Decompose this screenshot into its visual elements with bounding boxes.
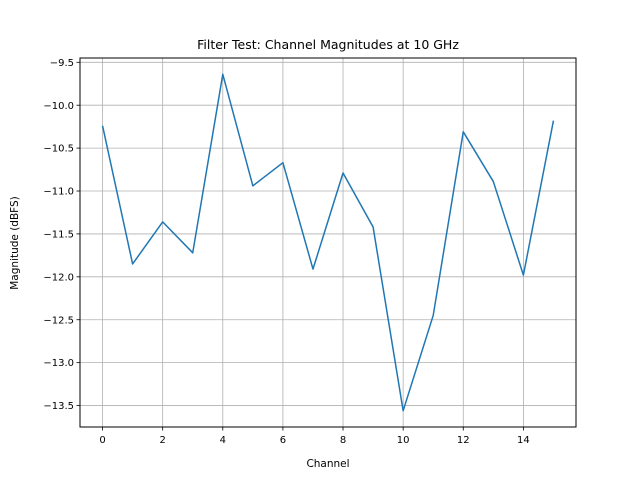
y-tick-label: −10.5 bbox=[43, 144, 74, 155]
x-tick-label: 14 bbox=[517, 435, 530, 446]
y-tick-label: −10.0 bbox=[43, 101, 74, 112]
y-tick-label: −12.5 bbox=[43, 315, 74, 326]
y-tick-label: −13.0 bbox=[43, 358, 74, 369]
y-tick-label: −11.0 bbox=[43, 187, 74, 198]
series-layer bbox=[101, 73, 555, 412]
x-tick-label: 8 bbox=[340, 435, 346, 446]
y-tick-label: −13.5 bbox=[43, 401, 74, 412]
x-tick-label: 4 bbox=[220, 435, 226, 446]
y-axis-label: Magnitude (dBFS) bbox=[9, 196, 21, 290]
x-tick-label: 6 bbox=[280, 435, 286, 446]
y-tick-label: −11.5 bbox=[43, 230, 74, 241]
grid bbox=[80, 58, 576, 427]
x-tick-label: 12 bbox=[457, 435, 470, 446]
x-tick-label: 10 bbox=[397, 435, 410, 446]
x-tick-label: 0 bbox=[99, 435, 105, 446]
x-tick-label: 2 bbox=[159, 435, 165, 446]
series-line-0 bbox=[101, 73, 555, 412]
x-axis-label: Channel bbox=[306, 458, 349, 470]
chart-title: Filter Test: Channel Magnitudes at 10 GH… bbox=[197, 37, 459, 52]
y-tick-label: −12.0 bbox=[43, 272, 74, 283]
ticks: 0 2 4 6 8 10 12 14 −9.5 −10.0 −10.5 −11.0 −11.5 −12.0… bbox=[43, 58, 529, 446]
plot-frame bbox=[79, 57, 577, 428]
y-tick-label: −9.5 bbox=[50, 58, 74, 69]
